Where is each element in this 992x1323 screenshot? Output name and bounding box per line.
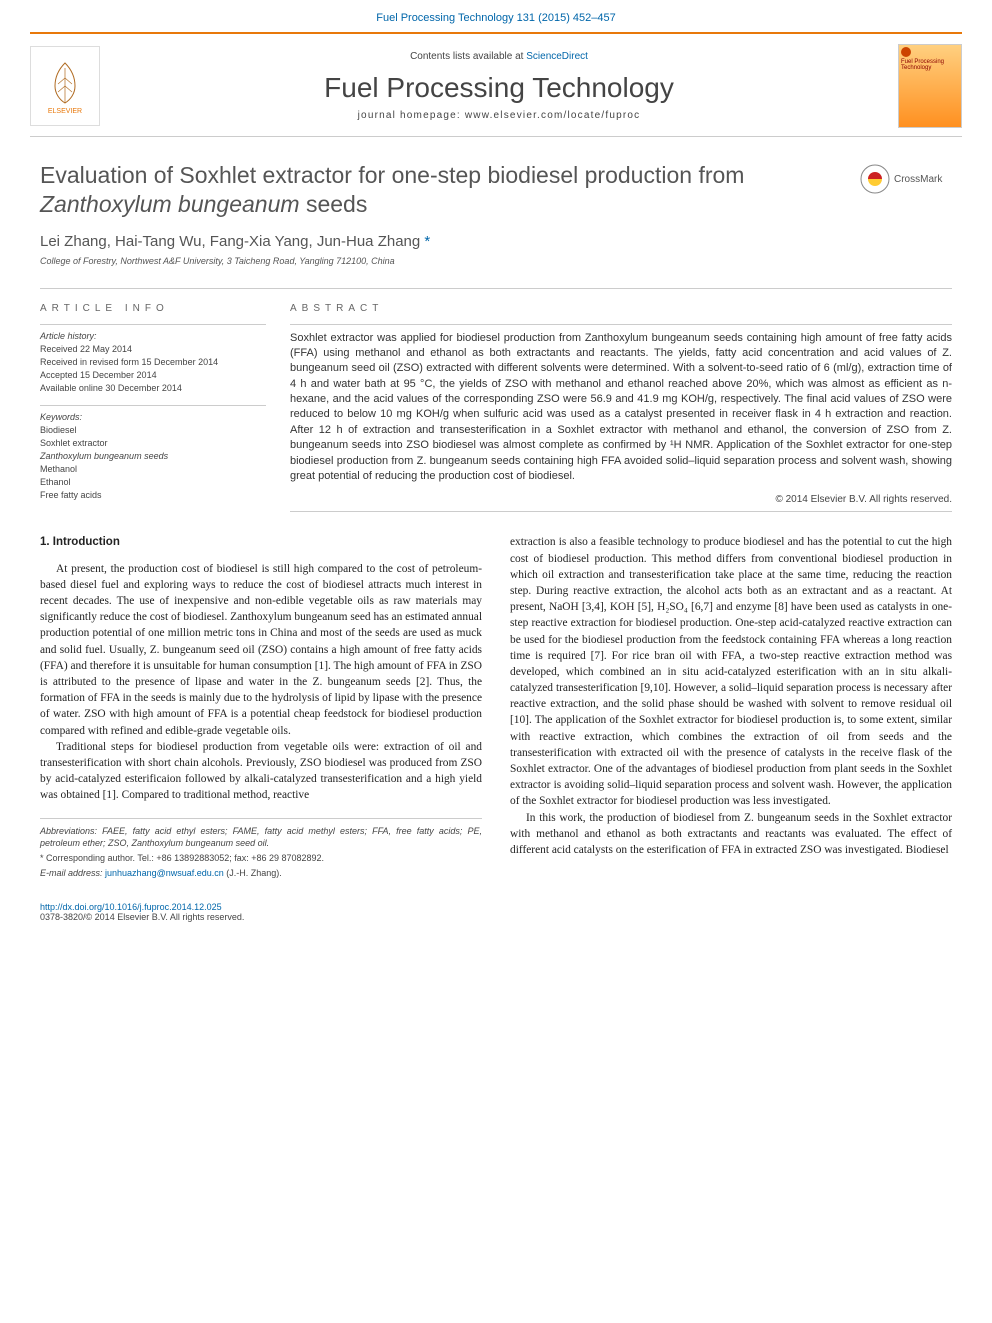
- keyword: Biodiesel: [40, 424, 266, 437]
- history-line: Received 22 May 2014: [40, 343, 266, 356]
- left-column-footer: Abbreviations: FAEE, fatty acid ethyl es…: [40, 818, 482, 880]
- body-paragraph: extraction is also a feasible technology…: [510, 534, 952, 809]
- elsevier-logo: ELSEVIER: [30, 46, 100, 126]
- email-tail: (J.-H. Zhang).: [226, 868, 282, 878]
- title-species: Zanthoxylum bungeanum: [40, 191, 300, 217]
- journal-homepage-label: journal homepage: www.elsevier.com/locat…: [100, 110, 898, 121]
- doi-link[interactable]: http://dx.doi.org/10.1016/j.fuproc.2014.…: [40, 902, 222, 912]
- history-title: Article history:: [40, 331, 266, 341]
- journal-title: Fuel Processing Technology: [100, 72, 898, 104]
- body-paragraph: At present, the production cost of biodi…: [40, 561, 482, 739]
- cover-label: Fuel Processing Technology: [901, 59, 959, 71]
- page-footer: http://dx.doi.org/10.1016/j.fuproc.2014.…: [40, 902, 952, 922]
- journal-header: ELSEVIER Contents lists available at Sci…: [30, 44, 962, 137]
- author-list: Lei Zhang, Hai-Tang Wu, Fang-Xia Yang, J…: [40, 233, 952, 250]
- history-line: Accepted 15 December 2014: [40, 369, 266, 382]
- crossmark-badge[interactable]: CrossMark: [860, 161, 952, 197]
- publisher-name: ELSEVIER: [48, 108, 82, 115]
- corresponding-author: * Corresponding author. Tel.: +86 138928…: [40, 852, 482, 865]
- left-column: 1. Introduction At present, the producti…: [40, 534, 482, 879]
- authors-text: Lei Zhang, Hai-Tang Wu, Fang-Xia Yang, J…: [40, 233, 424, 250]
- top-citation-link[interactable]: Fuel Processing Technology 131 (2015) 45…: [376, 12, 616, 24]
- crossmark-label: CrossMark: [894, 174, 942, 185]
- title-part-2: seeds: [300, 191, 368, 217]
- corresponding-mark: *: [424, 233, 430, 250]
- keyword: Methanol: [40, 463, 266, 476]
- section-1-heading: 1. Introduction: [40, 534, 482, 550]
- title-part-1: Evaluation of Soxhlet extractor for one-…: [40, 162, 744, 188]
- cover-dot-icon: [901, 47, 911, 57]
- article-info-column: ARTICLE INFO Article history: Received 2…: [40, 303, 266, 519]
- abstract-column: ABSTRACT Soxhlet extractor was applied f…: [290, 303, 952, 519]
- journal-cover-thumb: Fuel Processing Technology: [898, 44, 962, 128]
- body-two-column: 1. Introduction At present, the producti…: [40, 534, 952, 879]
- orange-divider: [30, 32, 962, 34]
- issn-line: 0378-3820/© 2014 Elsevier B.V. All right…: [40, 912, 952, 922]
- history-line: Received in revised form 15 December 201…: [40, 356, 266, 369]
- abstract-heading: ABSTRACT: [290, 303, 952, 314]
- abstract-text: Soxhlet extractor was applied for biodie…: [290, 331, 952, 485]
- tree-icon: [40, 58, 90, 108]
- email-label: E-mail address:: [40, 868, 105, 878]
- keyword: Soxhlet extractor: [40, 437, 266, 450]
- body-paragraph: Traditional steps for biodiesel producti…: [40, 739, 482, 804]
- article-title: Evaluation of Soxhlet extractor for one-…: [40, 161, 952, 219]
- sciencedirect-link[interactable]: ScienceDirect: [526, 51, 588, 62]
- keyword: Free fatty acids: [40, 489, 266, 502]
- abstract-copyright: © 2014 Elsevier B.V. All rights reserved…: [290, 494, 952, 505]
- email-link[interactable]: junhuazhang@nwsuaf.edu.cn: [105, 868, 224, 878]
- body-paragraph: In this work, the production of biodiese…: [510, 810, 952, 859]
- keyword: Zanthoxylum bungeanum seeds: [40, 450, 266, 463]
- history-line: Available online 30 December 2014: [40, 382, 266, 395]
- keyword: Ethanol: [40, 476, 266, 489]
- crossmark-icon: [860, 164, 890, 194]
- contents-prefix: Contents lists available at: [410, 51, 526, 62]
- right-column: extraction is also a feasible technology…: [510, 534, 952, 879]
- abbreviations: Abbreviations: FAEE, fatty acid ethyl es…: [40, 825, 482, 851]
- keywords-title: Keywords:: [40, 412, 266, 422]
- affiliation: College of Forestry, Northwest A&F Unive…: [40, 256, 952, 266]
- article-info-heading: ARTICLE INFO: [40, 303, 266, 314]
